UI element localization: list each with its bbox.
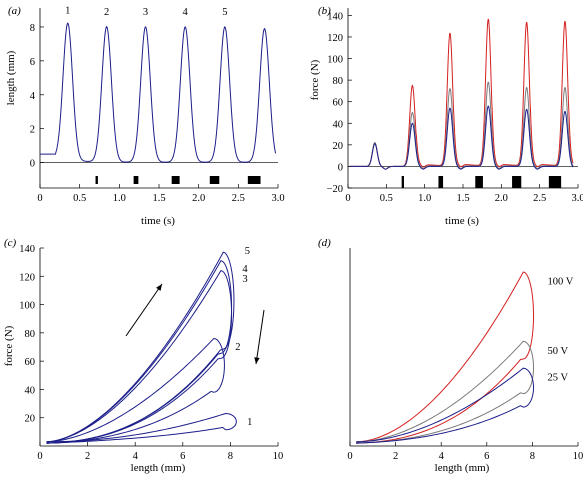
y-tick-label-c: 80 bbox=[25, 329, 36, 340]
peak-label-a: 4 bbox=[183, 7, 189, 18]
x-tick-label-d: 8 bbox=[530, 451, 535, 462]
x-tick-label-b: 2.0 bbox=[495, 193, 508, 204]
x-tick-label-c: 6 bbox=[180, 451, 185, 462]
peak-label-a: 2 bbox=[104, 7, 109, 18]
ylabel-c: force (N) bbox=[3, 325, 15, 366]
panel-label-c: (c) bbox=[4, 237, 17, 249]
y-tick-label-a: 4 bbox=[30, 91, 36, 102]
stimulus-bar-a bbox=[171, 176, 180, 184]
panel-label-b: (b) bbox=[318, 5, 331, 17]
x-tick-label-d: 6 bbox=[484, 451, 489, 462]
y-tick-label-c: 120 bbox=[19, 272, 35, 283]
x-tick-label-d: 4 bbox=[439, 451, 445, 462]
series-force-b-0 bbox=[349, 18, 574, 170]
ylabel-a: length (mm) bbox=[5, 50, 17, 105]
y-tick-label-b: 20 bbox=[333, 141, 344, 152]
loop-c-3 bbox=[46, 270, 233, 444]
x-tick-label-d: 10 bbox=[573, 451, 583, 462]
y-tick-label-b: 60 bbox=[333, 98, 344, 109]
stimulus-bar-a bbox=[95, 176, 98, 184]
y-tick-label-b: 120 bbox=[327, 33, 343, 44]
series-force-b-2 bbox=[349, 105, 574, 170]
y-tick-label-b: 140 bbox=[327, 11, 343, 22]
loop-label-d: 25 V bbox=[548, 373, 569, 384]
loop-label-c: 2 bbox=[235, 342, 240, 353]
x-tick-label-c: 10 bbox=[273, 451, 284, 462]
x-tick-label-a: 0 bbox=[37, 193, 42, 204]
stimulus-bar-b bbox=[475, 176, 483, 188]
arrow-down-head bbox=[254, 357, 260, 364]
stimulus-bar-b bbox=[548, 176, 562, 188]
loop-label-d: 100 V bbox=[548, 277, 574, 288]
loop-d-2 bbox=[356, 367, 535, 444]
loop-d-0 bbox=[356, 271, 535, 444]
loop-d-1 bbox=[356, 340, 535, 444]
loop-c-4 bbox=[46, 260, 233, 444]
y-tick-label-a: 2 bbox=[30, 125, 35, 136]
y-tick-label-c: 40 bbox=[25, 385, 36, 396]
arrow-up-head bbox=[156, 284, 162, 291]
xlabel-c: length (mm) bbox=[131, 462, 186, 474]
panel-label-d: (d) bbox=[318, 237, 331, 249]
loop-label-d: 50 V bbox=[548, 346, 569, 357]
y-tick-label-a: 0 bbox=[30, 159, 35, 170]
stimulus-bar-a bbox=[133, 176, 139, 184]
y-tick-label-c: 100 bbox=[19, 301, 35, 312]
x-tick-label-b: 0 bbox=[345, 193, 350, 204]
x-tick-label-b: 1.5 bbox=[456, 193, 469, 204]
stimulus-bar-b bbox=[512, 176, 522, 188]
loop-label-c: 5 bbox=[245, 246, 250, 257]
y-tick-label-c: 20 bbox=[25, 414, 36, 425]
y-tick-label-a: 6 bbox=[30, 57, 35, 68]
x-tick-label-b: 1.0 bbox=[418, 193, 431, 204]
ylabel-b: force (N) bbox=[309, 59, 321, 100]
series-length-a bbox=[40, 22, 277, 163]
panel-label-a: (a) bbox=[8, 5, 21, 17]
y-tick-label-c: 140 bbox=[19, 244, 35, 255]
stimulus-bar-b bbox=[438, 176, 444, 188]
x-tick-label-a: 2.0 bbox=[192, 193, 205, 204]
x-tick-label-c: 4 bbox=[133, 451, 139, 462]
peak-label-a: 5 bbox=[222, 7, 227, 18]
x-tick-label-b: 0.5 bbox=[380, 193, 393, 204]
y-tick-label-b: 80 bbox=[333, 76, 344, 87]
x-tick-label-a: 2.5 bbox=[232, 193, 245, 204]
xlabel-a: time (s) bbox=[141, 215, 175, 227]
x-tick-label-d: 2 bbox=[393, 451, 398, 462]
y-tick-label-b: 100 bbox=[327, 55, 343, 66]
y-tick-label-a: 8 bbox=[30, 23, 35, 34]
y-tick-label-b: 40 bbox=[333, 119, 344, 130]
x-tick-label-a: 3.0 bbox=[271, 193, 284, 204]
peak-label-a: 1 bbox=[65, 5, 70, 16]
x-tick-label-c: 8 bbox=[228, 451, 233, 462]
x-tick-label-b: 2.5 bbox=[533, 193, 546, 204]
xlabel-b: time (s) bbox=[445, 215, 479, 227]
x-tick-label-a: 0.5 bbox=[73, 193, 86, 204]
stimulus-bar-b bbox=[401, 176, 404, 188]
loop-c-2 bbox=[46, 337, 225, 444]
loop-label-c: 4 bbox=[242, 264, 248, 275]
y-tick-label-c: 60 bbox=[25, 357, 36, 368]
x-tick-label-a: 1.0 bbox=[113, 193, 126, 204]
peak-label-a: 3 bbox=[143, 7, 148, 18]
stimulus-bar-a bbox=[209, 176, 220, 184]
xlabel-d: length (mm) bbox=[435, 462, 490, 474]
loop-c-5 bbox=[46, 251, 235, 444]
loop-label-c: 3 bbox=[242, 274, 247, 285]
arrow-up bbox=[125, 283, 163, 337]
x-tick-label-c: 0 bbox=[37, 451, 42, 462]
loop-label-c: 1 bbox=[247, 417, 252, 428]
x-tick-label-b: 3.0 bbox=[571, 193, 583, 204]
y-tick-label-b: −20 bbox=[327, 184, 343, 195]
x-tick-label-a: 1.5 bbox=[152, 193, 165, 204]
stimulus-bar-a bbox=[247, 176, 261, 184]
x-tick-label-d: 0 bbox=[347, 451, 352, 462]
loop-c-1 bbox=[46, 412, 237, 444]
arrow-down bbox=[255, 309, 265, 365]
y-tick-label-b: 0 bbox=[338, 162, 343, 173]
series-force-b-1 bbox=[349, 81, 574, 170]
x-tick-label-c: 2 bbox=[85, 451, 90, 462]
